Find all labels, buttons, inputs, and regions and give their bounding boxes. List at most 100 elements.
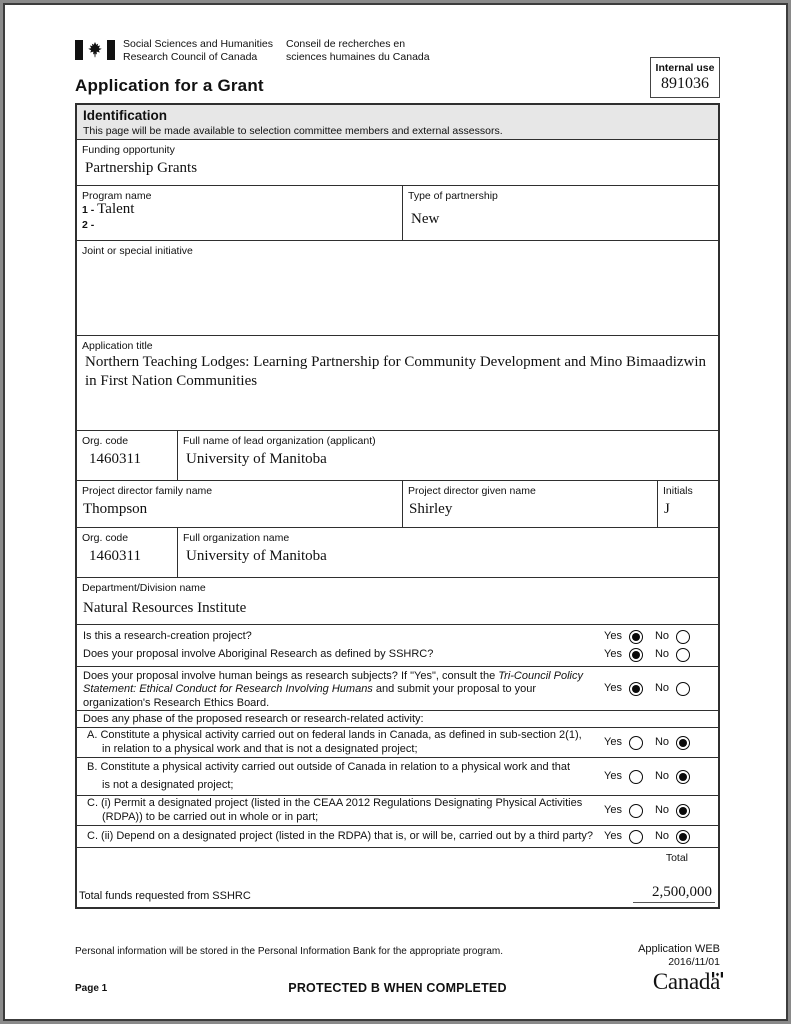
question-line1: C. (i) Permit a designated project (list… bbox=[87, 797, 583, 809]
total-column-label: Total bbox=[665, 852, 688, 864]
program-row: Program name 1 - Talent 2 - Type of part… bbox=[77, 185, 718, 240]
partnership-type-value: New bbox=[411, 211, 440, 227]
yes-no-group: Yes No bbox=[604, 735, 708, 750]
org-code-cell: Org. code 1460311 bbox=[77, 528, 177, 577]
yes-radio[interactable] bbox=[628, 630, 643, 644]
question-text: C. (i) Permit a designated project (list… bbox=[77, 797, 604, 824]
program-entry-2: 2 - bbox=[77, 217, 402, 232]
funding-opportunity-row: Funding opportunity Partnership Grants bbox=[77, 139, 718, 185]
canada-wordmark: Canada bbox=[653, 969, 723, 995]
total-funds-label: Total funds requested from SSHRC bbox=[79, 890, 251, 902]
question-text: C. (ii) Depend on a designated project (… bbox=[77, 830, 604, 844]
no-radio[interactable] bbox=[676, 630, 691, 644]
org-code-value: 1460311 bbox=[89, 548, 141, 564]
director-given-label: Project director given name bbox=[408, 485, 536, 497]
no-label: No bbox=[654, 803, 670, 816]
question-text-start: Does your proposal involve human beings … bbox=[83, 669, 499, 682]
program-name-cell: Program name 1 - Talent 2 - bbox=[77, 186, 402, 240]
no-radio[interactable] bbox=[676, 735, 691, 750]
joint-initiative-row: Joint or special initiative bbox=[77, 240, 718, 335]
no-radio[interactable] bbox=[676, 803, 691, 818]
question-a: A. Constitute a physical activity carrie… bbox=[77, 727, 718, 757]
no-radio[interactable] bbox=[676, 829, 691, 844]
no-radio[interactable] bbox=[676, 769, 691, 784]
lead-org-name-value: University of Manitoba bbox=[186, 451, 327, 467]
application-title-value: Northern Teaching Lodges: Learning Partn… bbox=[85, 354, 707, 389]
no-radio[interactable] bbox=[676, 648, 691, 662]
total-funds-value: 2,500,000 bbox=[633, 884, 715, 903]
application-title-label: Application title bbox=[82, 340, 153, 352]
question-text: A. Constitute a physical activity carrie… bbox=[77, 729, 604, 756]
yes-radio[interactable] bbox=[628, 648, 643, 662]
page-footer: Personal information will be stored in t… bbox=[75, 943, 723, 1019]
director-initials-value: J bbox=[664, 501, 670, 517]
identification-form: Identification This page will be made av… bbox=[75, 103, 720, 909]
lead-org-code-label: Org. code bbox=[82, 435, 129, 447]
application-version: Application WEB bbox=[638, 943, 720, 955]
program-2-prefix: 2 - bbox=[82, 219, 95, 231]
internal-use-value: 891036 bbox=[661, 75, 709, 92]
section-note: This page will be made available to sele… bbox=[83, 125, 503, 137]
director-given-value: Shirley bbox=[409, 501, 453, 517]
no-label: No bbox=[654, 630, 670, 643]
program-entry-1: 1 - Talent bbox=[77, 202, 402, 217]
program-1-value: Talent bbox=[97, 201, 135, 217]
internal-use-box: Internal use 891036 bbox=[650, 57, 720, 98]
joint-initiative-label: Joint or special initiative bbox=[82, 245, 193, 257]
canada-wordmark-flag-icon bbox=[712, 972, 723, 978]
no-radio[interactable] bbox=[676, 681, 691, 696]
yes-no-group: Yes No bbox=[604, 803, 708, 818]
director-initials-label: Initials bbox=[663, 485, 693, 497]
program-1-prefix: 1 - bbox=[82, 204, 98, 216]
section-title: Identification bbox=[83, 108, 167, 123]
question-human-subjects: Does your proposal involve human beings … bbox=[77, 666, 718, 710]
yes-radio[interactable] bbox=[628, 829, 643, 844]
agency-fr-line1: Conseil de recherches en bbox=[286, 38, 406, 50]
yes-radio[interactable] bbox=[628, 681, 643, 696]
question-line2: in relation to a physical work and that … bbox=[102, 742, 418, 755]
yes-label: Yes bbox=[604, 735, 622, 748]
yes-no-group: Yes No bbox=[604, 829, 708, 844]
agency-header: Social Sciences and Humanities Research … bbox=[75, 38, 720, 64]
question-aboriginal-research: Does your proposal involve Aboriginal Re… bbox=[77, 646, 718, 664]
no-label: No bbox=[654, 829, 670, 842]
partnership-type-label: Type of partnership bbox=[408, 190, 498, 202]
org-code-label: Org. code bbox=[82, 532, 129, 544]
footer-bottom: Page 1 PROTECTED B WHEN COMPLETED bbox=[75, 979, 720, 999]
lead-org-name-cell: Full name of lead organization (applican… bbox=[177, 431, 718, 480]
question-text: Does your proposal involve human beings … bbox=[77, 667, 604, 711]
lead-org-code-cell: Org. code 1460311 bbox=[77, 431, 177, 480]
program-name-label: Program name bbox=[82, 190, 152, 202]
application-title-row: Application title Northern Teaching Lodg… bbox=[77, 335, 718, 430]
org-name-value: University of Manitoba bbox=[186, 548, 327, 564]
yes-label: Yes bbox=[604, 829, 622, 842]
no-label: No bbox=[654, 735, 670, 748]
yes-no-group: Yes No bbox=[604, 648, 708, 662]
question-c2: C. (ii) Depend on a designated project (… bbox=[77, 825, 718, 847]
yes-label: Yes bbox=[604, 648, 622, 661]
question-text: B. Constitute a physical activity carrie… bbox=[77, 761, 604, 793]
identification-header: Identification This page will be made av… bbox=[77, 105, 718, 139]
director-family-cell: Project director family name Thompson bbox=[77, 481, 402, 527]
yes-label: Yes bbox=[604, 803, 622, 816]
protected-marking: PROTECTED B WHEN COMPLETED bbox=[288, 981, 507, 995]
agency-name-fr: Conseil de recherches en sciences humain… bbox=[286, 38, 430, 64]
agency-name-en: Social Sciences and Humanities Research … bbox=[123, 38, 286, 64]
application-date: 2016/11/01 bbox=[668, 956, 720, 968]
org-name-cell: Full organization name University of Man… bbox=[177, 528, 718, 577]
yes-radio[interactable] bbox=[628, 769, 643, 784]
director-initials-cell: Initials J bbox=[657, 481, 718, 527]
yes-radio[interactable] bbox=[628, 735, 643, 750]
project-director-row: Project director family name Thompson Pr… bbox=[77, 480, 718, 527]
page-number: Page 1 bbox=[75, 983, 108, 994]
question-line1: B. Constitute a physical activity carrie… bbox=[87, 760, 571, 773]
internal-use-label: Internal use bbox=[655, 62, 715, 74]
yes-radio[interactable] bbox=[628, 803, 643, 818]
question-text-end: and submit your proposal to your organiz… bbox=[83, 683, 537, 709]
department-row: Department/Division name Natural Resourc… bbox=[77, 577, 718, 624]
department-value: Natural Resources Institute bbox=[83, 600, 247, 616]
phase-intro-text: Does any phase of the proposed research … bbox=[83, 713, 424, 725]
document-page: Internal use 891036 Social Sciences and … bbox=[3, 3, 788, 1021]
page-title: Application for a Grant bbox=[75, 76, 264, 95]
no-label: No bbox=[654, 681, 670, 694]
